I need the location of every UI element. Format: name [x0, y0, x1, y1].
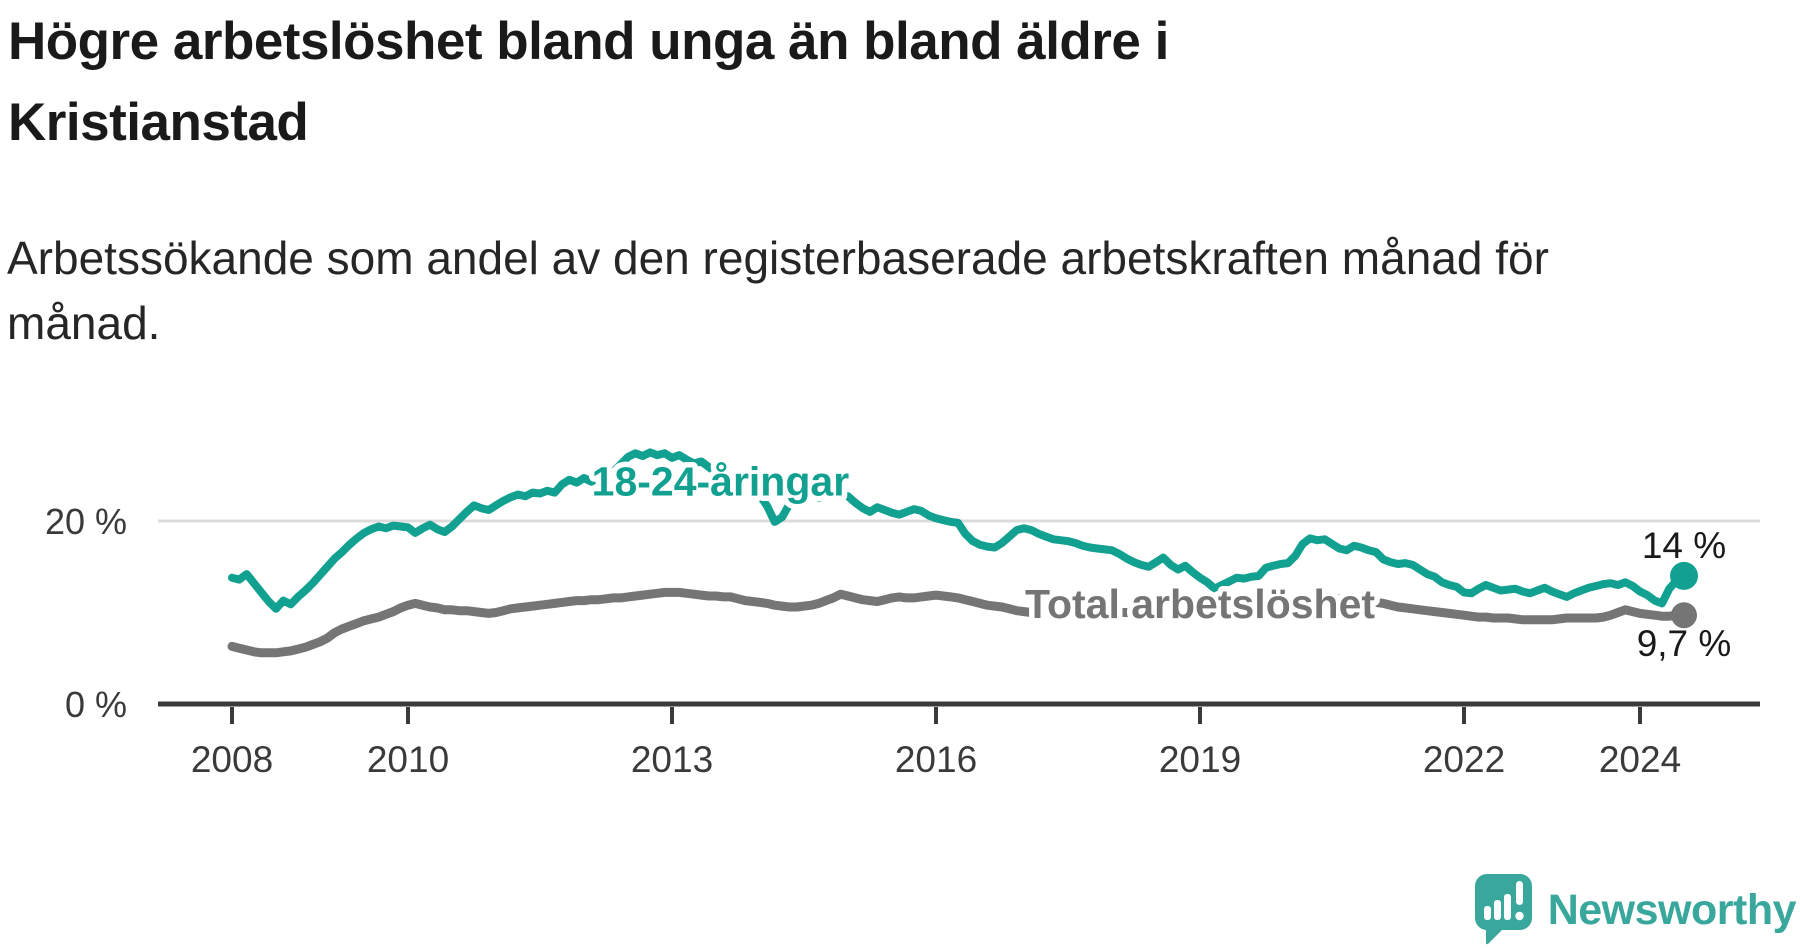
x-axis-label: 2013: [631, 739, 713, 780]
x-axis-label: 2022: [1423, 739, 1505, 780]
y-axis-label: 20 %: [45, 501, 127, 542]
series-label-total: Total arbetslöshet: [1025, 581, 1375, 627]
end-value-label-youth: 14 %: [1642, 525, 1726, 566]
newsworthy-logo: Newsworthy: [1474, 874, 1797, 946]
end-dot-total: [1671, 602, 1697, 629]
series-line-youth: [228, 448, 1688, 613]
end-dot-youth: [1670, 561, 1698, 590]
x-axis-label: 2008: [191, 739, 273, 780]
newsworthy-bubble-icon: [1474, 874, 1532, 945]
x-axis-label: 2016: [895, 739, 977, 780]
brand-name: Newsworthy: [1547, 885, 1797, 934]
x-axis-label: 2024: [1599, 739, 1681, 780]
x-axis-label: 2019: [1159, 739, 1241, 780]
end-value-label-total: 9,7 %: [1637, 623, 1732, 664]
page-title: Högre arbetslöshet bland unga än bland ä…: [8, 12, 1169, 152]
series-label-youth: 18-24-åringar: [592, 459, 850, 505]
chart-subtitle: Arbetssökande som andel av den registerb…: [7, 232, 1549, 350]
series-line-total: [227, 587, 1689, 658]
y-axis-label: 0 %: [65, 684, 127, 725]
x-axis-label: 2010: [367, 739, 449, 780]
